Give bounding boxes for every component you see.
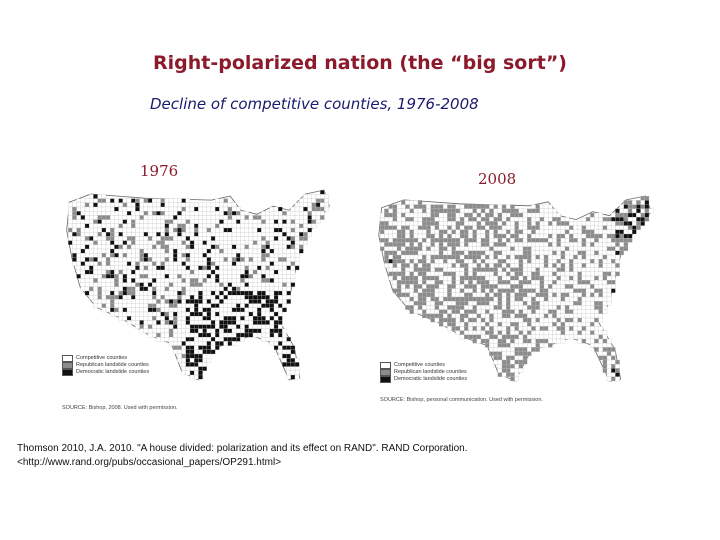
slide-title: Right-polarized nation (the “big sort”) <box>152 52 567 74</box>
legend-item-democratic: Democratic landslide counties <box>62 369 149 376</box>
legend-item-republican: Republican landslide counties <box>380 369 467 376</box>
map-legend-2008: Competitive counties Republican landslid… <box>380 362 467 383</box>
citation-line-1: Thomson 2010, J.A. 2010. "A house divide… <box>17 443 468 454</box>
map-source-2008: SOURCE: Bishop, personal communication. … <box>380 397 543 403</box>
map-legend-1976: Competitive counties Republican landslid… <box>62 355 149 376</box>
map-source-1976: SOURCE: Bishop, 2008. Used with permissi… <box>62 405 178 411</box>
county-map-2008 <box>372 188 658 393</box>
map-year-label-1976: 1976 <box>140 162 179 180</box>
legend-item-competitive: Competitive counties <box>380 362 467 369</box>
legend-item-republican: Republican landslide counties <box>62 362 149 369</box>
us-county-map-2008 <box>378 195 654 382</box>
citation-line-2: <http://www.rand.org/pubs/occasional_pap… <box>17 457 282 468</box>
citation: Thomson 2010, J.A. 2010. "A house divide… <box>17 442 707 470</box>
map-year-label-2008: 2008 <box>478 170 517 188</box>
legend-item-competitive: Competitive counties <box>62 355 149 362</box>
legend-item-democratic: Democratic landslide counties <box>380 376 467 383</box>
county-cells <box>68 190 329 380</box>
county-map-1976 <box>60 182 336 392</box>
county-cells <box>380 196 654 382</box>
us-county-map-1976 <box>66 189 330 381</box>
slide-subtitle: Decline of competitive counties, 1976-20… <box>150 95 479 113</box>
